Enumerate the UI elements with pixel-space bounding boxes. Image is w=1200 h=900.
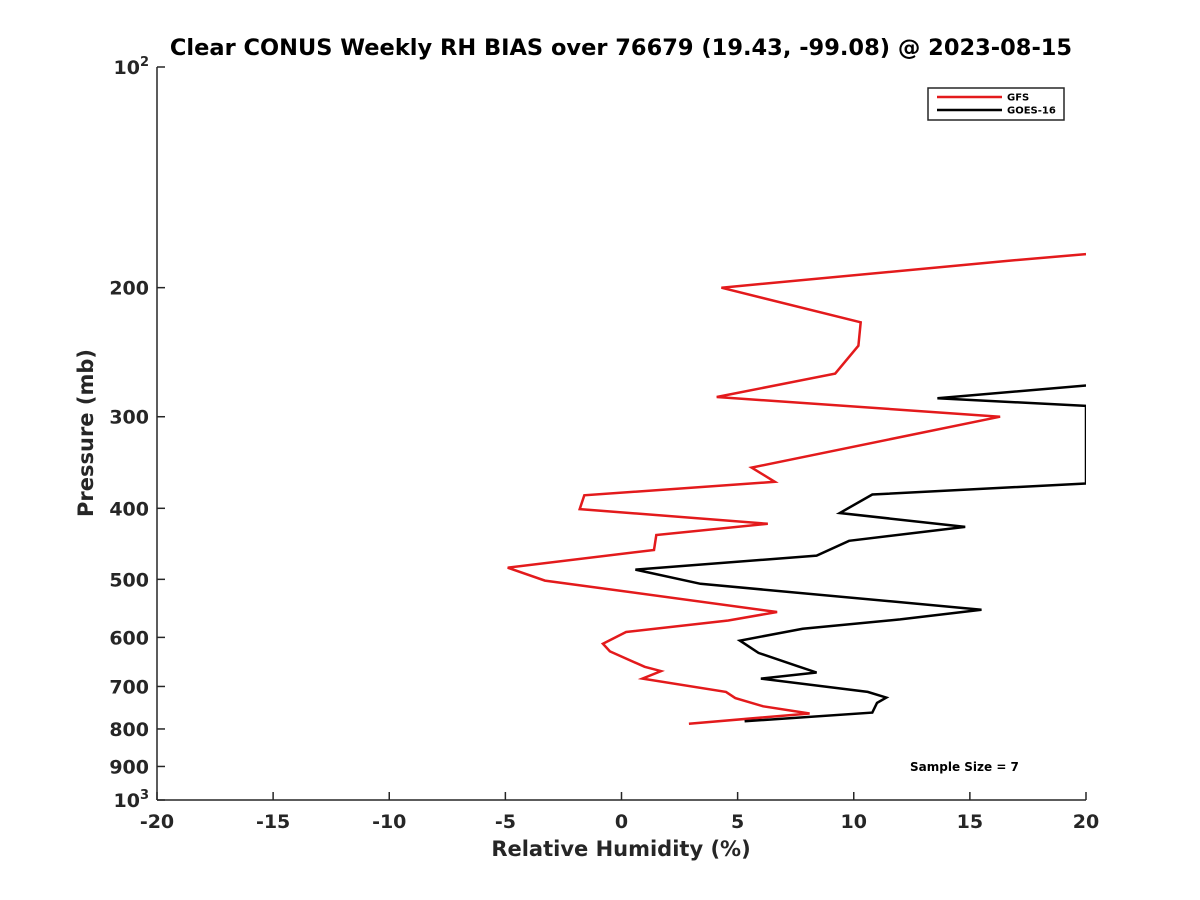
y-tick-label: 900	[109, 756, 149, 778]
y-tick-label: 300	[109, 407, 149, 429]
axes-background	[157, 67, 1086, 800]
y-tick-label: 103	[114, 788, 150, 812]
y-tick-label: 800	[109, 719, 149, 741]
y-axis-label: Pressure (mb)	[74, 349, 98, 517]
x-tick-label: 5	[731, 811, 744, 833]
x-tick-label: -5	[495, 811, 516, 833]
x-tick-label: -15	[256, 811, 290, 833]
y-tick-label: 400	[109, 498, 149, 520]
y-ticks: 102 200 300 400 500 600 700 800 900 103	[109, 55, 165, 812]
y-tick-label: 500	[109, 569, 149, 591]
x-ticks: -20 -15 -10 -5 0 5 10 15 20	[140, 792, 1099, 833]
y-tick-label: 700	[109, 676, 149, 698]
chart-title: Clear CONUS Weekly RH BIAS over 76679 (1…	[170, 35, 1072, 61]
x-tick-label: 20	[1073, 811, 1099, 833]
y-tick-label: 102	[114, 55, 150, 79]
legend-box	[927, 87, 1065, 121]
x-axis-label: Relative Humidity (%)	[491, 837, 750, 861]
series-line-goes-16	[635, 384, 1086, 723]
legend-label-goes16: GOES-16	[1007, 106, 1056, 117]
plot-area	[157, 67, 1086, 800]
legend: GFS GOES-16	[927, 87, 1065, 121]
sample-size-annotation: Sample Size = 7	[910, 760, 1019, 774]
x-tick-label: 10	[841, 811, 867, 833]
y-tick-label: 200	[109, 278, 149, 300]
series-line-gfs	[507, 252, 1086, 725]
y-tick-label: 600	[109, 627, 149, 649]
x-tick-label: -10	[372, 811, 406, 833]
x-tick-label: 0	[615, 811, 628, 833]
series-layer	[507, 252, 1086, 725]
x-tick-label: 15	[957, 811, 983, 833]
legend-label-gfs: GFS	[1007, 93, 1029, 104]
x-tick-label: -20	[140, 811, 174, 833]
